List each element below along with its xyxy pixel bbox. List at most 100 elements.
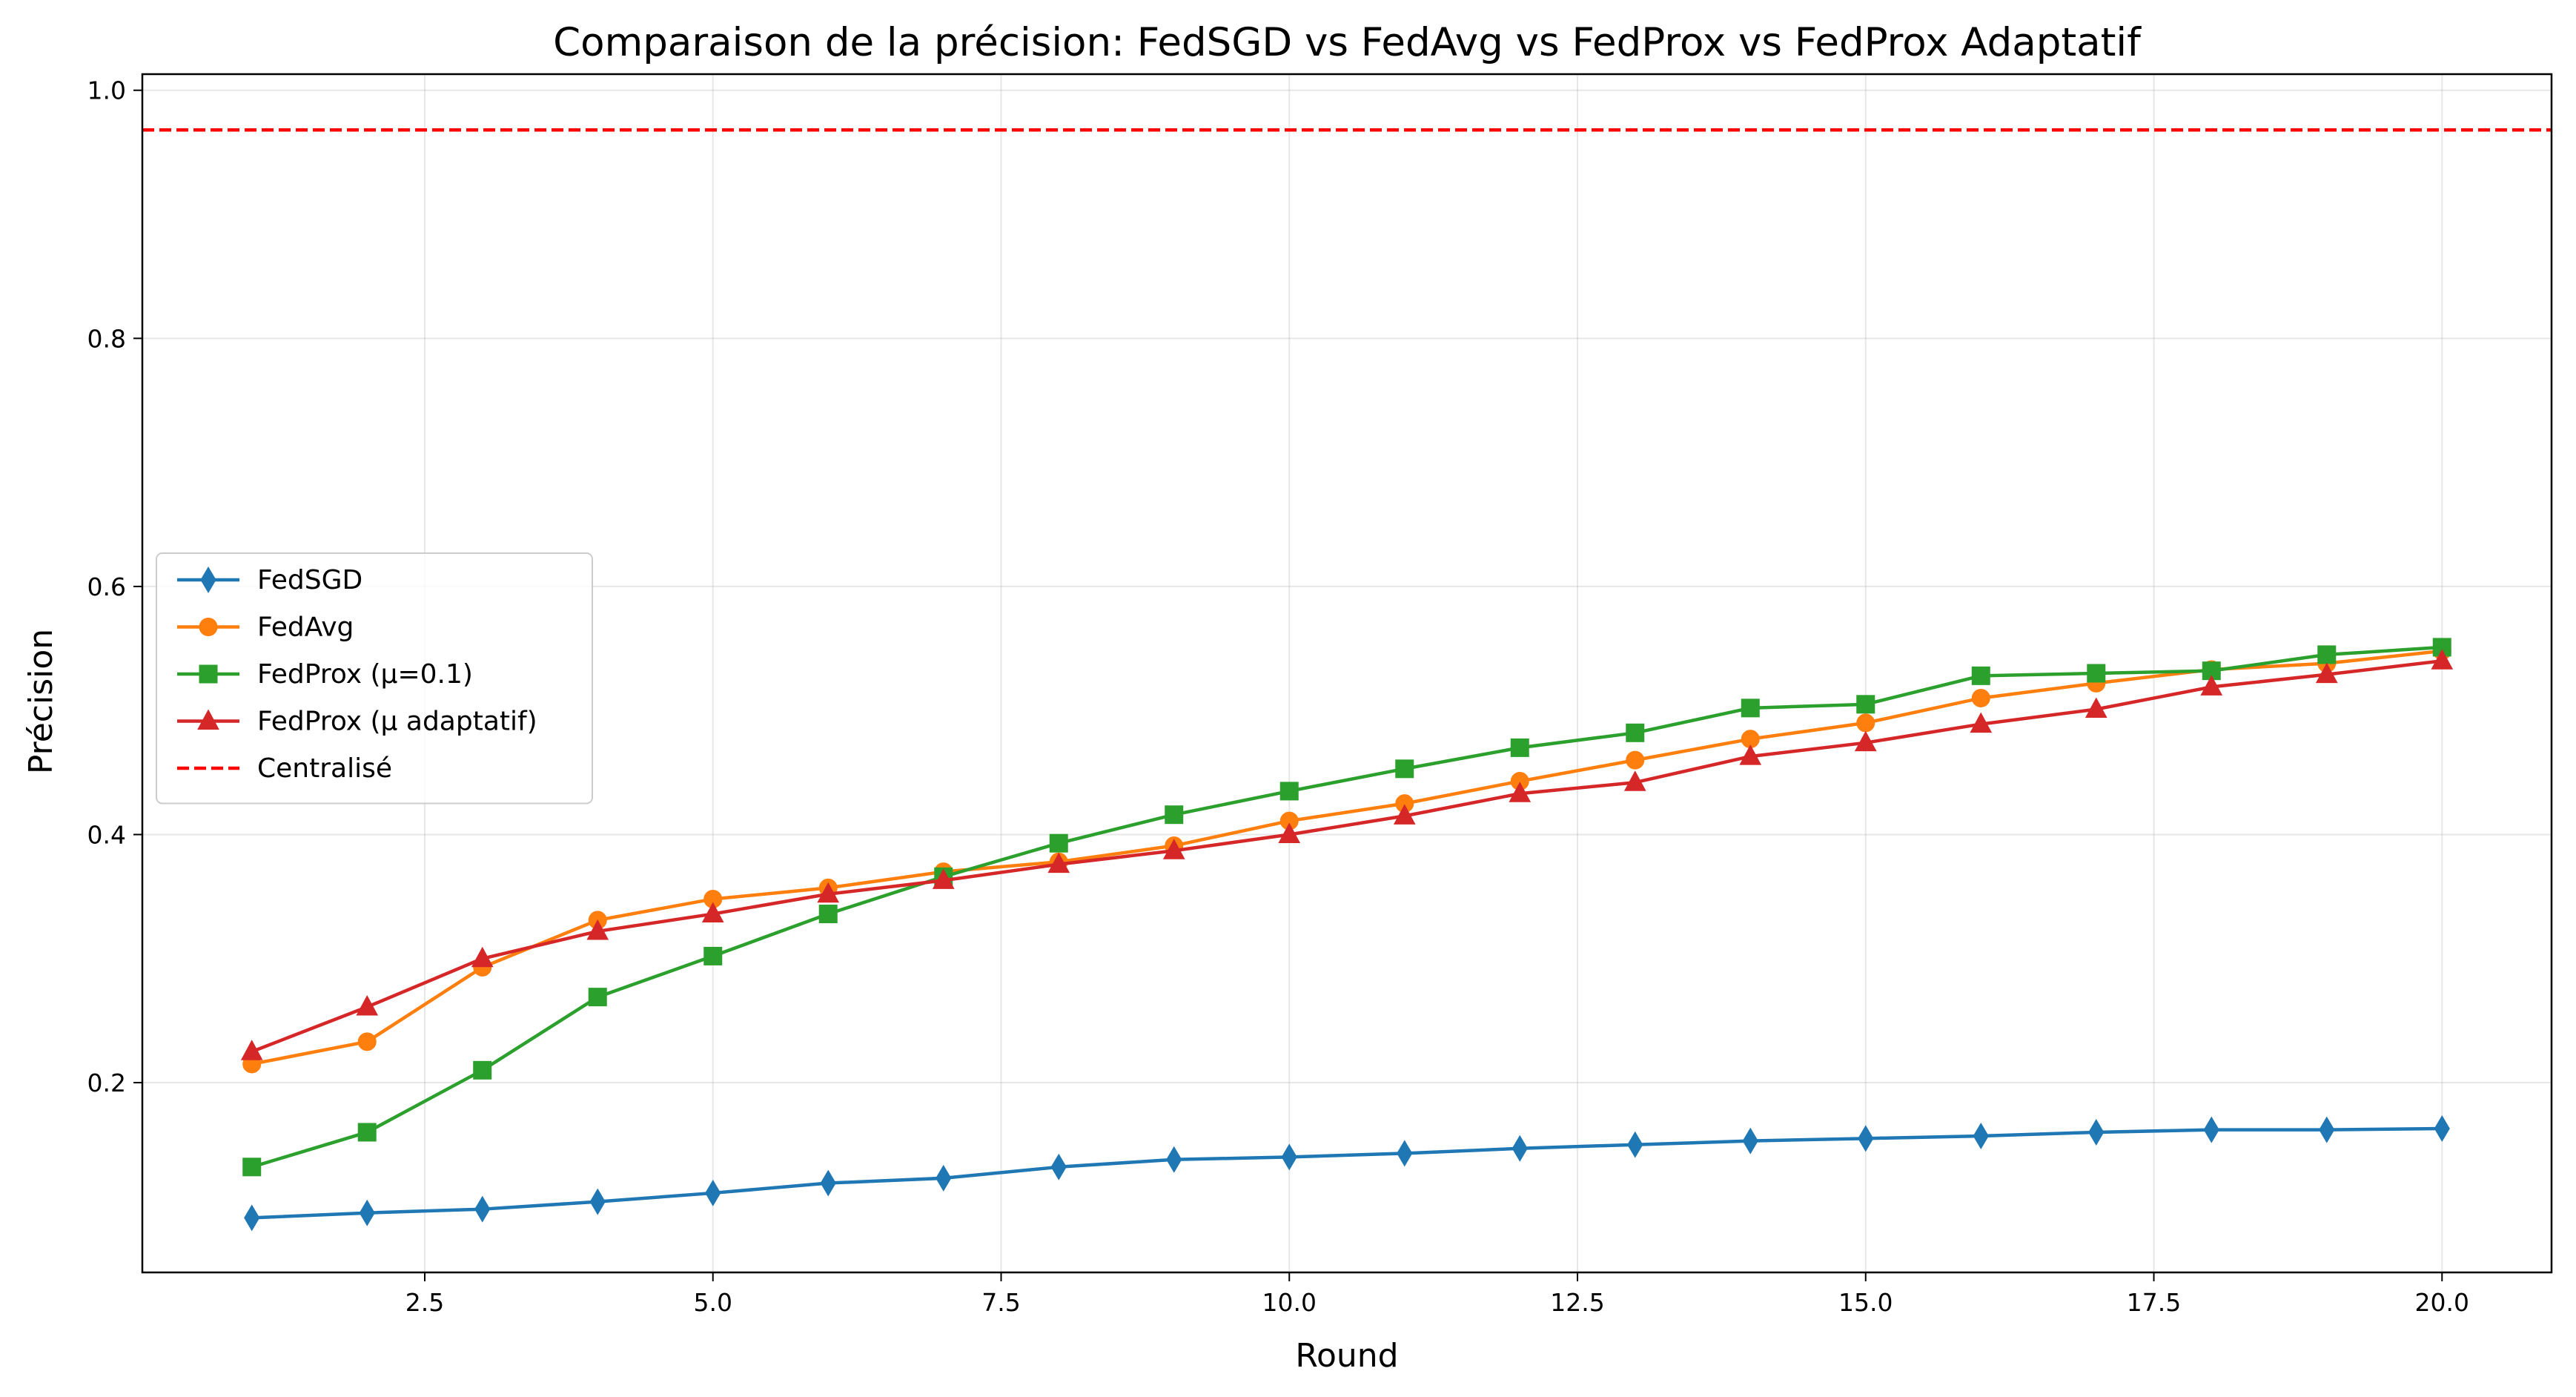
legend-marker-fedavg — [199, 618, 218, 636]
point-fedprox-adaptatif-1 — [356, 994, 379, 1016]
x-tick-label-7: 20.0 — [2415, 1288, 2469, 1317]
legend-entry-fedavg: FedAvg — [177, 612, 354, 643]
point-fedsgd-14 — [1858, 1125, 1874, 1152]
legend-marker-fedsgd — [200, 567, 216, 593]
legend-label-centralis: Centralisé — [257, 753, 392, 784]
point-fedprox-0-1-12 — [1626, 723, 1645, 742]
legend-marker-fedprox-0-1 — [199, 664, 218, 684]
y-tick-label-3: 0.8 — [87, 324, 126, 353]
point-fedprox-0-1-9 — [1279, 782, 1299, 801]
legend-entry-fedprox-0-1: FedProx (μ=0.1) — [177, 659, 473, 690]
point-fedsgd-13 — [1742, 1127, 1758, 1155]
point-fedprox-0-1-18 — [2317, 645, 2337, 664]
point-fedprox-0-1-4 — [703, 946, 723, 965]
point-fedprox-adaptatif-5 — [817, 882, 840, 903]
series-fedsgd — [244, 1114, 2450, 1232]
series-line-fedsgd — [251, 1126, 2443, 1220]
x-tick-label-4: 12.5 — [1550, 1288, 1604, 1317]
legend-label-fedsgd: FedSGD — [257, 565, 362, 595]
y-axis-ticks: 0.2 0.4 0.6 0.8 1.0 — [87, 76, 142, 1097]
legend-marker-fedprox-adaptatif — [197, 709, 219, 730]
point-fedprox-0-1-5 — [818, 905, 838, 924]
point-fedprox-adaptatif-9 — [1278, 822, 1301, 843]
point-fedsgd-3 — [589, 1188, 606, 1215]
point-fedprox-adaptatif-3 — [586, 919, 609, 940]
legend-box — [156, 552, 593, 805]
point-fedprox-adaptatif-8 — [1162, 839, 1185, 859]
point-fedsgd-6 — [936, 1164, 952, 1192]
point-fedsgd-0 — [244, 1204, 260, 1232]
y-tick-label-2: 0.6 — [87, 572, 126, 601]
point-fedprox-adaptatif-13 — [1739, 744, 1762, 765]
x-tick-label-3: 10.0 — [1262, 1288, 1317, 1317]
plot-area-frame — [141, 73, 2553, 1274]
point-fedprox-0-1-3 — [588, 988, 607, 1007]
point-fedavg-12 — [1626, 750, 1645, 770]
point-fedavg-15 — [1971, 688, 1990, 707]
point-fedprox-0-1-1 — [357, 1123, 377, 1142]
x-tick-label-5: 15.0 — [1838, 1288, 1893, 1317]
legend-entry-centralis: Centralisé — [177, 753, 392, 784]
point-fedprox-adaptatif-12 — [1623, 770, 1646, 791]
legend: FedSGD FedAvg FedProx (μ=0.1) FedProx (μ ad… — [156, 552, 593, 805]
x-tick-label-0: 2.5 — [405, 1288, 444, 1317]
x-axis-label: Round — [1295, 1337, 1398, 1375]
point-fedsgd-4 — [705, 1179, 721, 1206]
point-fedprox-0-1-8 — [1165, 805, 1184, 825]
point-fedsgd-7 — [1050, 1153, 1067, 1180]
point-fedprox-0-1-16 — [2087, 664, 2106, 683]
legend-label-fedprox-0-1: FedProx (μ=0.1) — [257, 659, 473, 690]
point-fedsgd-10 — [1397, 1140, 1413, 1167]
point-fedprox-0-1-0 — [242, 1157, 262, 1177]
point-fedprox-0-1-7 — [1049, 833, 1068, 853]
chart-title: Comparaison de la précision: FedSGD vs F… — [553, 20, 2142, 65]
legend-entry-fedprox-adaptatif: FedProx (μ adaptatif) — [177, 707, 537, 737]
point-fedavg-14 — [1856, 713, 1875, 733]
point-fedprox-adaptatif-4 — [701, 902, 724, 923]
point-fedprox-0-1-15 — [1971, 666, 1990, 685]
point-fedsgd-2 — [474, 1195, 491, 1223]
point-fedprox-0-1-2 — [473, 1060, 492, 1080]
point-fedprox-adaptatif-10 — [1393, 804, 1416, 825]
point-fedprox-adaptatif-0 — [240, 1040, 263, 1060]
point-fedprox-adaptatif-14 — [1854, 730, 1877, 752]
point-fedprox-adaptatif-2 — [471, 946, 494, 968]
point-fedprox-adaptatif-11 — [1509, 782, 1532, 802]
series-line-fedavg — [251, 649, 2443, 1066]
point-fedprox-adaptatif-6 — [932, 868, 955, 889]
point-fedsgd-9 — [1281, 1143, 1297, 1171]
series-fedprox-0-1 — [242, 638, 2451, 1177]
point-fedsgd-8 — [1166, 1146, 1182, 1173]
y-tick-label-0: 0.2 — [87, 1069, 126, 1097]
point-fedsgd-1 — [359, 1199, 375, 1226]
x-tick-label-2: 7.5 — [981, 1288, 1020, 1317]
point-fedprox-0-1-13 — [1741, 698, 1760, 718]
point-fedsgd-18 — [2319, 1116, 2335, 1143]
series-line-fedprox-0-1 — [251, 645, 2443, 1169]
point-fedsgd-19 — [2434, 1114, 2450, 1142]
point-fedsgd-5 — [820, 1169, 836, 1197]
point-fedprox-adaptatif-18 — [2315, 662, 2338, 684]
point-fedsgd-11 — [1512, 1135, 1528, 1162]
point-fedprox-adaptatif-19 — [2431, 649, 2454, 670]
series-fedprox-adaptatif — [240, 649, 2454, 1060]
y-tick-label-4: 1.0 — [87, 76, 126, 105]
point-fedprox-adaptatif-17 — [2200, 675, 2223, 696]
point-fedsgd-16 — [2088, 1118, 2105, 1146]
x-tick-label-6: 17.5 — [2127, 1288, 2181, 1317]
series-layer — [240, 638, 2454, 1232]
point-fedprox-adaptatif-7 — [1047, 852, 1070, 873]
point-fedsgd-12 — [1627, 1131, 1643, 1158]
point-fedprox-0-1-11 — [1510, 738, 1529, 757]
point-fedprox-0-1-10 — [1395, 759, 1414, 779]
y-tick-label-1: 0.4 — [87, 820, 126, 849]
point-fedsgd-15 — [1973, 1122, 1989, 1149]
legend-entry-fedsgd: FedSGD — [177, 565, 362, 595]
series-line-fedprox-adaptatif — [251, 659, 2443, 1054]
point-fedprox-adaptatif-16 — [2085, 697, 2108, 719]
point-fedavg-1 — [357, 1032, 377, 1051]
legend-label-fedavg: FedAvg — [257, 612, 354, 643]
y-axis-label: Précision — [22, 629, 60, 774]
x-tick-label-1: 5.0 — [693, 1288, 732, 1317]
